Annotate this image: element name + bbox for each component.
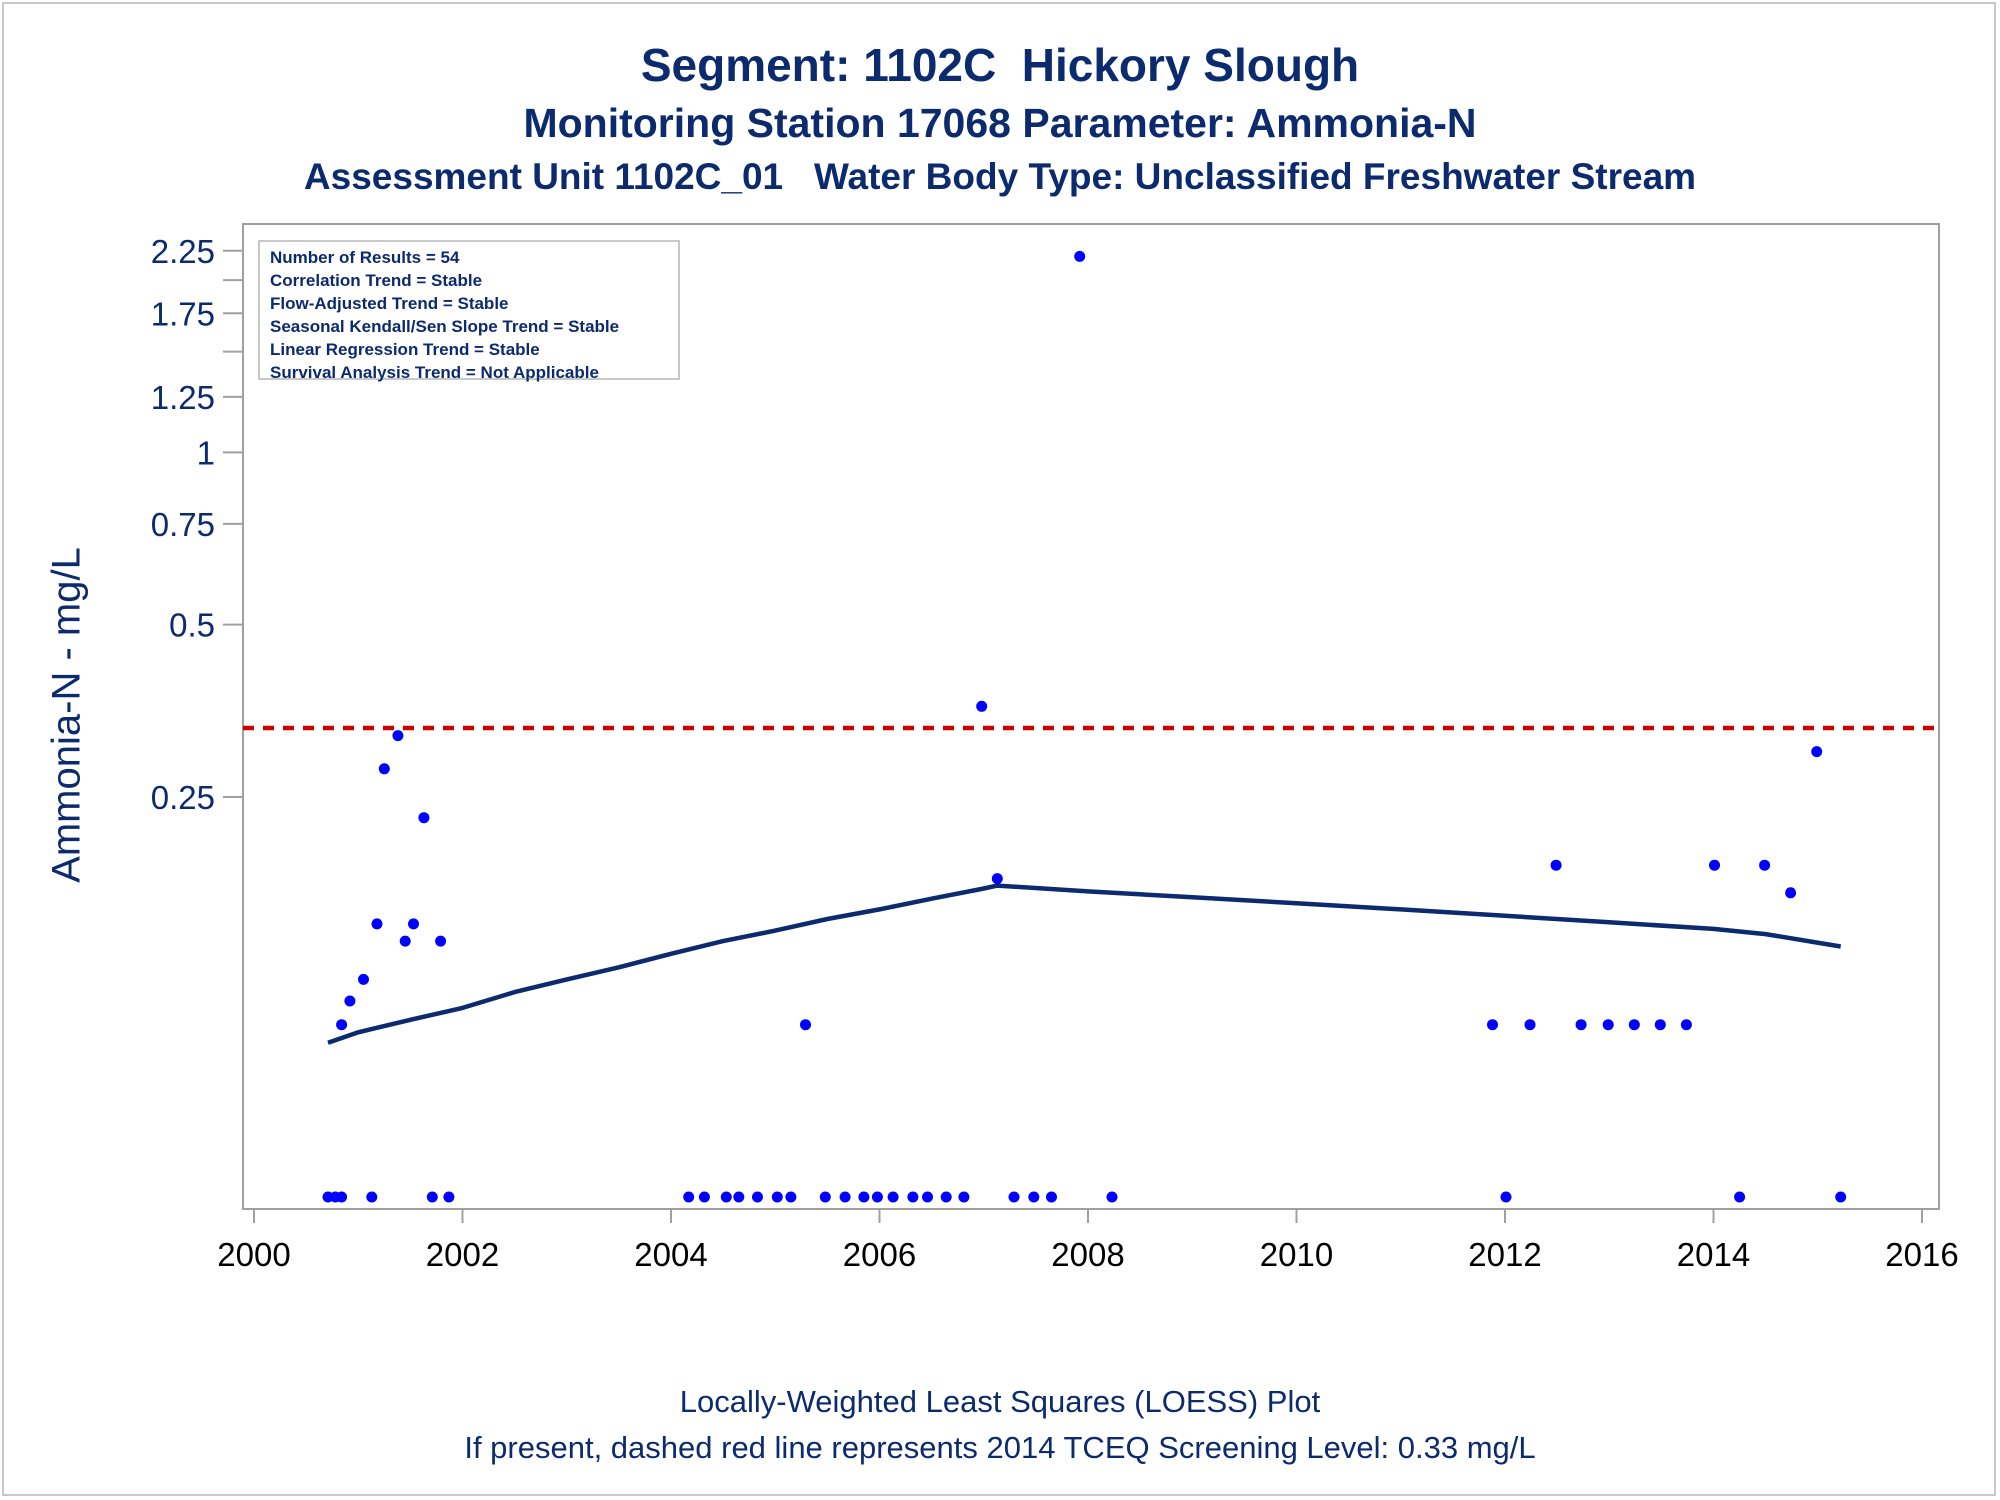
data-point (418, 812, 430, 824)
data-point (1709, 859, 1720, 871)
data-point (371, 918, 383, 930)
y-tick-label: 1 (197, 434, 215, 471)
data-point (1008, 1191, 1020, 1203)
data-point (785, 1191, 797, 1203)
data-point (1106, 1191, 1118, 1203)
data-point (1575, 1019, 1587, 1031)
data-point (976, 700, 988, 712)
data-point (378, 763, 390, 775)
x-tick-label: 2004 (634, 1236, 707, 1273)
data-point (871, 1191, 883, 1203)
data-point (1524, 1019, 1536, 1031)
data-point (1734, 1191, 1746, 1203)
data-point (733, 1191, 745, 1203)
data-point (408, 918, 419, 930)
data-point (392, 730, 404, 742)
data-point (1046, 1191, 1057, 1203)
data-point (752, 1191, 763, 1203)
loess-curve (327, 883, 1842, 1045)
y-tick-label: 1.25 (151, 379, 215, 416)
stat-survival-analysis-trend: Survival Analysis Trend = Not Applicable (270, 363, 599, 382)
y-tick-label: 0.25 (151, 779, 215, 816)
y-tick-label: 0.75 (151, 506, 215, 543)
stat-linear-regression-trend: Linear Regression Trend = Stable (270, 340, 540, 359)
data-point (991, 873, 1003, 885)
data-point (800, 1019, 811, 1031)
data-point (907, 1191, 919, 1203)
y-tick-label: 0.5 (169, 607, 215, 644)
data-point (720, 1191, 732, 1203)
data-point (1811, 746, 1823, 758)
data-point (683, 1191, 695, 1203)
data-point (426, 1191, 438, 1203)
data-point (940, 1191, 952, 1203)
data-point (399, 935, 411, 947)
y-axis-label: Ammonia-N - mg/L (44, 547, 89, 883)
stat-correlation-trend: Correlation Trend = Stable (270, 271, 483, 290)
chart-subtitle-assessment-unit: Assessment Unit 1102C_01 Water Body Type… (303, 156, 1697, 197)
stat-number-of-results: Number of Results = 54 (270, 248, 460, 267)
data-point (1654, 1019, 1666, 1031)
data-point (1550, 859, 1562, 871)
data-point (336, 1019, 348, 1031)
data-point (443, 1191, 455, 1203)
footnote-screening-level: If present, dashed red line represents 2… (464, 1430, 1536, 1465)
chart-subtitle-station: Monitoring Station 17068 Parameter: Ammo… (523, 100, 1477, 146)
data-point (1487, 1019, 1498, 1031)
data-point (435, 935, 447, 947)
x-tick-label: 2006 (843, 1236, 916, 1273)
data-point (887, 1191, 899, 1203)
data-point (1628, 1019, 1640, 1031)
chart-title: Segment: 1102C Hickory Slough (640, 39, 1360, 91)
x-tick-label: 2012 (1468, 1236, 1541, 1273)
data-point (1028, 1191, 1040, 1203)
data-point (1785, 887, 1797, 899)
data-point (344, 995, 356, 1007)
data-point (819, 1191, 831, 1203)
x-tick-label: 2008 (1051, 1236, 1124, 1273)
x-tick-label: 2016 (1885, 1236, 1958, 1273)
data-point (1835, 1191, 1847, 1203)
stat-seasonal-kendall-trend: Seasonal Kendall/Sen Slope Trend = Stabl… (270, 317, 620, 336)
data-point (771, 1191, 783, 1203)
data-point (698, 1191, 710, 1203)
x-tick-label: 2014 (1677, 1236, 1750, 1273)
data-point (358, 973, 369, 985)
data-point (839, 1191, 851, 1203)
data-point (1074, 250, 1086, 262)
y-tick-label: 1.75 (151, 295, 215, 332)
data-point (922, 1191, 933, 1203)
data-point (858, 1191, 870, 1203)
stat-flow-adjusted-trend: Flow-Adjusted Trend = Stable (270, 294, 509, 313)
data-point (1759, 859, 1771, 871)
data-point (1602, 1019, 1614, 1031)
x-tick-label: 2000 (217, 1236, 290, 1273)
plot-frame (242, 223, 1940, 1210)
data-point (366, 1191, 378, 1203)
footnote-loess: Locally-Weighted Least Squares (LOESS) P… (679, 1384, 1321, 1419)
x-tick-label: 2010 (1260, 1236, 1333, 1273)
y-tick-label: 2.25 (151, 233, 215, 270)
data-point (1500, 1191, 1512, 1203)
data-point (958, 1191, 970, 1203)
x-tick-label: 2002 (426, 1236, 499, 1273)
data-point (336, 1191, 348, 1203)
trend-stats-box: Number of Results = 54 Correlation Trend… (258, 240, 680, 382)
data-point (1680, 1019, 1692, 1031)
